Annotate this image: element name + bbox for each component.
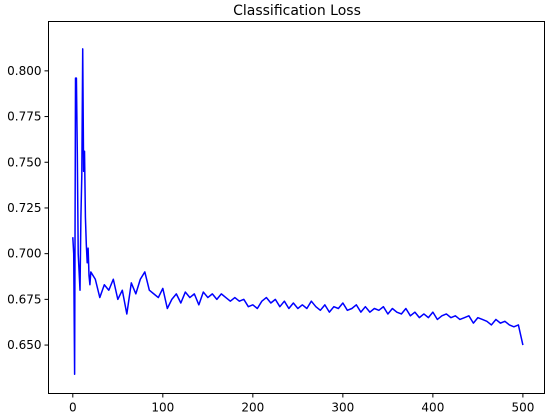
y-tick-label: 0.700 [7,247,41,261]
y-tick-label: 0.650 [7,338,41,352]
y-tick-label: 0.725 [7,201,41,215]
chart-title: Classification Loss [233,3,361,19]
y-tick-label: 0.800 [7,64,41,78]
x-tick-label: 300 [331,401,354,415]
plot-frame [48,21,545,394]
x-tick-label: 500 [511,401,534,415]
x-tick-label: 400 [421,401,444,415]
y-axis: 0.650 0.675 0.700 0.725 0.750 0.775 0.800 [7,64,49,352]
x-axis: 0 100 200 300 400 500 [69,393,534,415]
y-tick-label: 0.675 [7,292,41,306]
y-tick-label: 0.750 [7,155,41,169]
series-line [72,48,524,376]
x-tick-label: 200 [241,401,264,415]
x-tick-label: 100 [151,401,174,415]
plot-lines [72,48,524,376]
x-tick-label: 0 [69,401,77,415]
y-tick-label: 0.775 [7,110,41,124]
